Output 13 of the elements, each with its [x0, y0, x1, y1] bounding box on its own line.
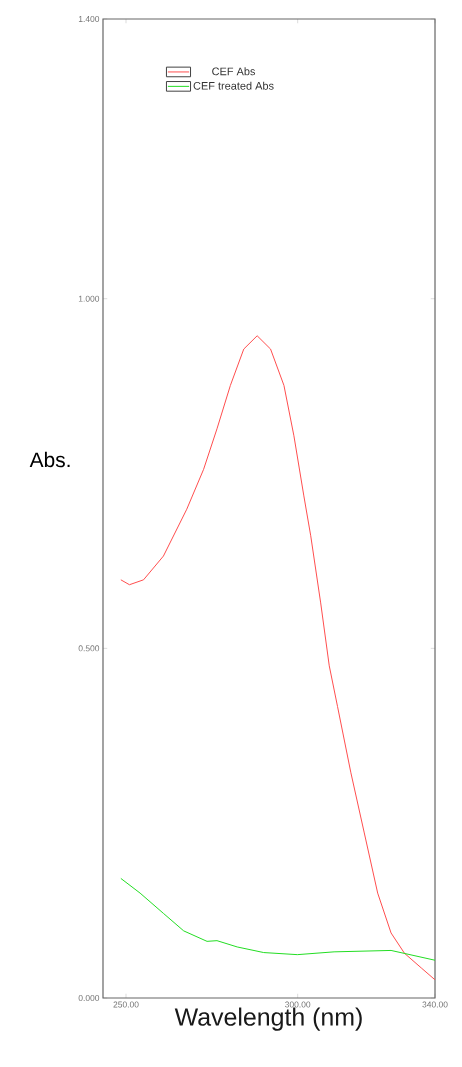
- x-tick-label: 250.00: [113, 1001, 139, 1008]
- x-tick-label: 340.00: [422, 1001, 448, 1008]
- legend-label: CEF Abs: [212, 67, 256, 76]
- y-tick-label: 0.000: [78, 995, 100, 1001]
- legend-label: CEF treated Abs: [193, 81, 274, 90]
- y-tick-label: 1.000: [78, 295, 100, 302]
- y-axis-title: Abs.: [29, 451, 70, 468]
- y-tick-label: 0.500: [78, 645, 100, 652]
- x-tick-label: 300.00: [285, 1001, 311, 1008]
- line-series: [120, 335, 436, 981]
- y-tick-label: 1.400: [78, 16, 100, 22]
- line-series: [120, 877, 436, 961]
- x-axis-title: Wavelength (nm): [174, 1007, 362, 1031]
